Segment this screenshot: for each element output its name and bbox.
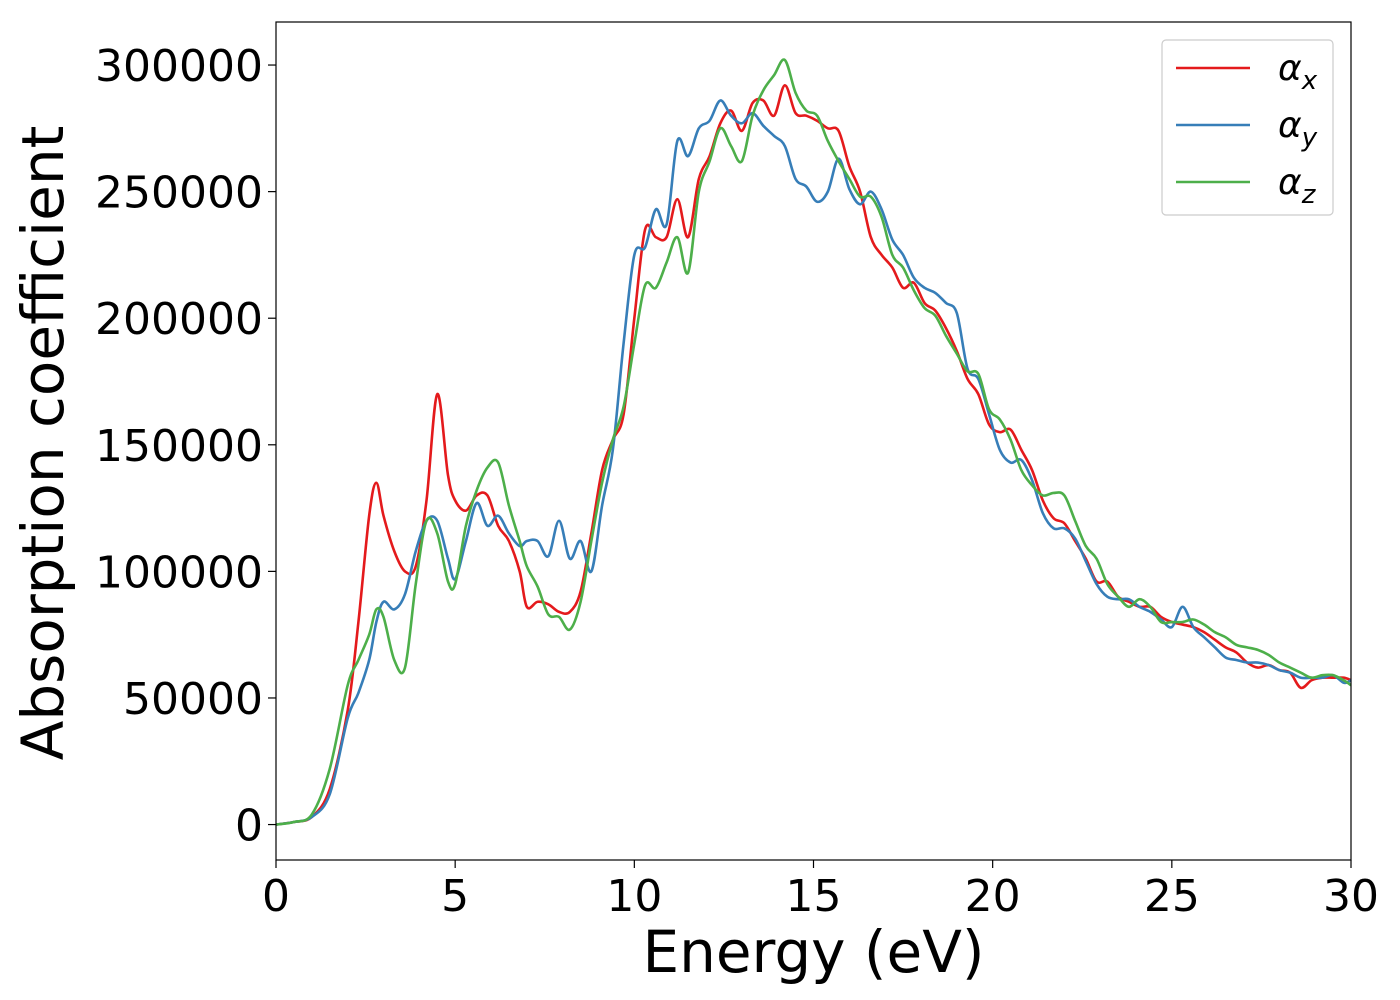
legend-frame <box>1161 39 1334 216</box>
legend-entry-x: αx <box>1278 48 1318 96</box>
y-tick-label: 100000 <box>95 547 263 598</box>
x-tick-label: 30 <box>1323 871 1379 922</box>
x-tick-label: 5 <box>441 871 469 922</box>
y-tick-label: 150000 <box>95 421 263 472</box>
series-layer <box>276 58 1351 826</box>
x-tick-label: 10 <box>606 871 662 922</box>
legend: αx αy αz <box>1161 39 1334 216</box>
y-axis: 0 50000 100000 150000 200000 250000 300000 <box>95 41 276 852</box>
y-tick-label: 50000 <box>123 674 263 725</box>
y-tick-label: 250000 <box>95 168 263 219</box>
x-tick-label: 20 <box>965 871 1021 922</box>
x-tick-label: 25 <box>1144 871 1200 922</box>
x-axis-label: Energy (eV) <box>642 918 984 986</box>
y-tick-label: 200000 <box>95 294 263 345</box>
y-tick-label: 300000 <box>95 41 263 92</box>
legend-entry-z: αz <box>1278 162 1317 210</box>
y-axis-label: Absorption coefficient <box>9 126 77 761</box>
x-axis: 0 5 10 15 20 25 30 <box>262 860 1379 922</box>
x-tick-label: 0 <box>262 871 290 922</box>
series-line-z <box>276 58 1351 826</box>
x-tick-label: 15 <box>786 871 842 922</box>
legend-entry-y: αy <box>1278 105 1318 153</box>
y-tick-label: 0 <box>235 801 263 852</box>
